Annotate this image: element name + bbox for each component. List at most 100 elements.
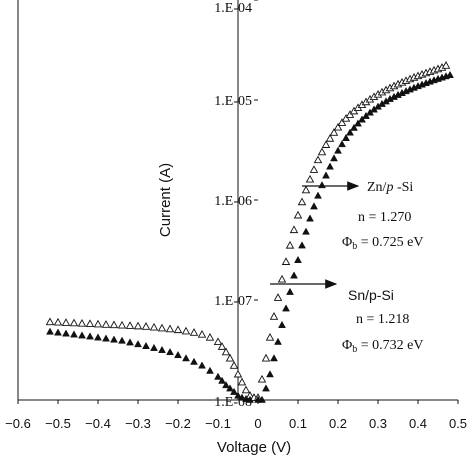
sn-data-point <box>230 387 238 395</box>
sn-data-point <box>322 171 330 179</box>
sn-data-point <box>286 287 294 295</box>
sn-data-point <box>110 335 118 343</box>
y-tick-label: 1.E-07 <box>214 294 252 309</box>
sn-data-point <box>350 123 358 131</box>
sn-data-point <box>310 202 318 210</box>
zn-data-point <box>221 347 231 356</box>
sn-data-point <box>314 191 322 199</box>
sn-data-point <box>198 361 206 369</box>
zn-data-point <box>341 114 351 122</box>
sn-data-point <box>342 133 350 141</box>
sn-data-point <box>246 395 254 403</box>
y-tick-label: 1.E-06 <box>214 194 252 209</box>
series-sn-p-si <box>46 70 454 403</box>
x-tick-label: 0.4 <box>409 416 427 431</box>
sn-data-point <box>134 340 142 348</box>
x-tick-label: −0.6 <box>5 416 31 431</box>
zn-data-point <box>277 274 287 283</box>
zn-data-point <box>85 319 95 328</box>
zn-data-point <box>109 320 119 329</box>
sn-data-point <box>290 271 298 279</box>
annotation-sn: Sn/p-Si n = 1.218 Φb = 0.732 eV <box>270 279 423 355</box>
zn-data-point <box>257 374 267 383</box>
zn-data-point <box>325 134 335 142</box>
zn-data-point <box>149 322 159 331</box>
zn-ideality: n = 1.270 <box>358 210 411 225</box>
zn-data-point <box>293 210 303 219</box>
sn-data-point <box>270 354 278 362</box>
sn-data-point <box>234 391 242 399</box>
zn-data-point <box>317 147 327 156</box>
sn-data-point <box>190 357 198 365</box>
sn-data-point <box>214 372 222 380</box>
zn-data-point <box>281 257 291 265</box>
zn-data-point <box>321 140 331 148</box>
sn-data-point <box>142 341 150 349</box>
sn-data-point <box>166 347 174 356</box>
sn-data-point <box>158 345 166 353</box>
sn-data-point <box>54 328 62 336</box>
x-axis-label: Voltage (V) <box>217 439 291 456</box>
sn-data-point <box>46 327 54 335</box>
zn-data-point <box>289 225 299 234</box>
sn-label: Sn/p-Si <box>348 287 394 303</box>
zn-data-point <box>261 353 271 362</box>
sn-data-point <box>226 384 234 392</box>
zn-data-point <box>93 319 103 328</box>
sn-data-point <box>62 329 70 337</box>
zn-data-point <box>181 326 191 335</box>
zn-data-point <box>197 329 207 338</box>
zn-data-point <box>173 325 183 334</box>
zn-data-point <box>269 312 279 320</box>
sn-data-point <box>78 331 86 339</box>
zn-data-point <box>101 320 111 328</box>
x-tick-label: −0.1 <box>205 416 231 431</box>
sn-data-point <box>262 384 270 392</box>
x-tick-label: 0.1 <box>289 416 307 431</box>
zn-data-point <box>117 320 127 329</box>
zn-data-point <box>217 342 227 350</box>
zn-data-point <box>141 322 151 330</box>
zn-data-point <box>241 385 251 394</box>
zn-data-point <box>213 337 223 345</box>
x-tick-label: 0.5 <box>449 416 467 431</box>
sn-data-point <box>334 146 342 154</box>
x-tick-label: 0.2 <box>329 416 347 431</box>
zn-data-point <box>61 318 71 326</box>
sn-data-point <box>354 119 362 127</box>
zn-data-point <box>265 332 275 341</box>
zn-data-point <box>205 332 215 341</box>
zn-data-point <box>225 353 235 362</box>
x-tick-label: −0.3 <box>125 416 151 431</box>
zn-data-point <box>337 118 347 126</box>
x-tick-label: 0.3 <box>369 416 387 431</box>
sn-data-point <box>294 255 302 263</box>
annotation-zn: Zn/p -Si n = 1.270 Φb = 0.725 eV <box>302 180 423 252</box>
zn-data-point <box>297 197 307 206</box>
sn-data-point <box>206 366 214 374</box>
sn-data-point <box>102 334 110 342</box>
sn-data-point <box>218 376 226 384</box>
sn-data-point <box>302 227 310 235</box>
sn-data-point <box>150 343 158 351</box>
x-tick-label: −0.5 <box>45 416 71 431</box>
zn-data-point <box>333 122 343 131</box>
y-tick-label: 1.E-05 <box>214 94 252 109</box>
sn-data-point <box>338 140 346 148</box>
zn-data-point <box>157 323 167 332</box>
sn-data-point <box>446 70 454 78</box>
zn-data-point <box>77 318 87 327</box>
x-ticks: −0.6 −0.5 −0.4 −0.3 −0.2 −0.1 0 0.1 0.2 0.3 0.4 0.5 <box>5 400 467 431</box>
zn-data-point <box>189 328 199 336</box>
zn-data-point <box>53 317 63 326</box>
zn-barrier: Φb = 0.725 eV <box>342 235 423 252</box>
zn-label: Zn/p -Si <box>367 180 413 195</box>
zn-data-point <box>301 185 311 194</box>
zn-data-point <box>165 324 175 333</box>
zn-data-point <box>305 174 315 183</box>
sn-data-point <box>70 330 78 338</box>
y-ticks: 1.E-081.E-071.E-061.E-051.E-04 <box>214 0 258 410</box>
sn-data-point <box>326 162 334 170</box>
zn-data-point <box>441 61 451 69</box>
